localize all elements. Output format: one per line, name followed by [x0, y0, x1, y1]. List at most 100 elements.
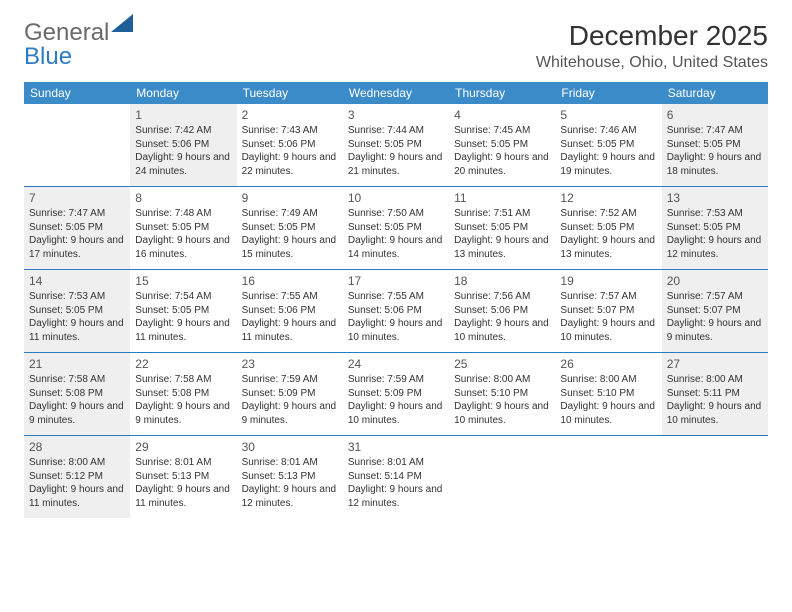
day-cell	[449, 436, 555, 518]
daylight-text: Daylight: 9 hours and 10 minutes.	[454, 400, 550, 427]
day-number: 20	[667, 273, 763, 289]
day-cell: 30Sunrise: 8:01 AMSunset: 5:13 PMDayligh…	[237, 436, 343, 518]
weekday-header: Thursday	[449, 82, 555, 104]
sunrise-text: Sunrise: 7:58 AM	[29, 373, 125, 387]
daylight-text: Daylight: 9 hours and 13 minutes.	[560, 234, 656, 261]
daylight-text: Daylight: 9 hours and 10 minutes.	[560, 400, 656, 427]
day-cell	[24, 104, 130, 186]
daylight-text: Daylight: 9 hours and 11 minutes.	[29, 317, 125, 344]
sunset-text: Sunset: 5:13 PM	[135, 470, 231, 484]
sunrise-text: Sunrise: 7:43 AM	[242, 124, 338, 138]
logo: General Blue	[24, 20, 135, 69]
sunrise-text: Sunrise: 8:01 AM	[135, 456, 231, 470]
sunrise-text: Sunrise: 7:47 AM	[667, 124, 763, 138]
day-number: 18	[454, 273, 550, 289]
sunrise-text: Sunrise: 7:48 AM	[135, 207, 231, 221]
title-block: December 2025 Whitehouse, Ohio, United S…	[536, 20, 768, 72]
sunrise-text: Sunrise: 7:58 AM	[135, 373, 231, 387]
sunrise-text: Sunrise: 7:59 AM	[348, 373, 444, 387]
sunset-text: Sunset: 5:05 PM	[667, 221, 763, 235]
sunset-text: Sunset: 5:10 PM	[454, 387, 550, 401]
day-number: 2	[242, 107, 338, 123]
day-cell: 22Sunrise: 7:58 AMSunset: 5:08 PMDayligh…	[130, 353, 236, 435]
daylight-text: Daylight: 9 hours and 16 minutes.	[135, 234, 231, 261]
sunset-text: Sunset: 5:05 PM	[454, 138, 550, 152]
sunrise-text: Sunrise: 7:57 AM	[560, 290, 656, 304]
sunrise-text: Sunrise: 7:42 AM	[135, 124, 231, 138]
day-cell: 4Sunrise: 7:45 AMSunset: 5:05 PMDaylight…	[449, 104, 555, 186]
sunset-text: Sunset: 5:12 PM	[29, 470, 125, 484]
daylight-text: Daylight: 9 hours and 11 minutes.	[29, 483, 125, 510]
day-cell: 20Sunrise: 7:57 AMSunset: 5:07 PMDayligh…	[662, 270, 768, 352]
day-cell: 29Sunrise: 8:01 AMSunset: 5:13 PMDayligh…	[130, 436, 236, 518]
day-cell: 28Sunrise: 8:00 AMSunset: 5:12 PMDayligh…	[24, 436, 130, 518]
daylight-text: Daylight: 9 hours and 9 minutes.	[667, 317, 763, 344]
sunset-text: Sunset: 5:09 PM	[242, 387, 338, 401]
sunrise-text: Sunrise: 8:00 AM	[667, 373, 763, 387]
day-cell: 25Sunrise: 8:00 AMSunset: 5:10 PMDayligh…	[449, 353, 555, 435]
daylight-text: Daylight: 9 hours and 13 minutes.	[454, 234, 550, 261]
month-title: December 2025	[536, 20, 768, 52]
day-number: 12	[560, 190, 656, 206]
weekday-header: Monday	[130, 82, 236, 104]
day-number: 1	[135, 107, 231, 123]
day-number: 23	[242, 356, 338, 372]
sunset-text: Sunset: 5:05 PM	[454, 221, 550, 235]
day-cell: 6Sunrise: 7:47 AMSunset: 5:05 PMDaylight…	[662, 104, 768, 186]
daylight-text: Daylight: 9 hours and 9 minutes.	[135, 400, 231, 427]
sunset-text: Sunset: 5:05 PM	[667, 138, 763, 152]
location: Whitehouse, Ohio, United States	[536, 54, 768, 72]
day-number: 7	[29, 190, 125, 206]
daylight-text: Daylight: 9 hours and 17 minutes.	[29, 234, 125, 261]
logo-sail-icon	[111, 14, 135, 34]
sunrise-text: Sunrise: 7:50 AM	[348, 207, 444, 221]
sunrise-text: Sunrise: 7:53 AM	[667, 207, 763, 221]
sunset-text: Sunset: 5:05 PM	[29, 221, 125, 235]
day-number: 26	[560, 356, 656, 372]
day-number: 3	[348, 107, 444, 123]
sunrise-text: Sunrise: 7:45 AM	[454, 124, 550, 138]
sunset-text: Sunset: 5:05 PM	[560, 138, 656, 152]
weekday-header: Friday	[555, 82, 661, 104]
daylight-text: Daylight: 9 hours and 11 minutes.	[242, 317, 338, 344]
daylight-text: Daylight: 9 hours and 10 minutes.	[348, 317, 444, 344]
sunrise-text: Sunrise: 8:00 AM	[29, 456, 125, 470]
sunrise-text: Sunrise: 7:55 AM	[242, 290, 338, 304]
daylight-text: Daylight: 9 hours and 10 minutes.	[348, 400, 444, 427]
sunset-text: Sunset: 5:08 PM	[135, 387, 231, 401]
sunrise-text: Sunrise: 7:52 AM	[560, 207, 656, 221]
day-cell: 31Sunrise: 8:01 AMSunset: 5:14 PMDayligh…	[343, 436, 449, 518]
day-number: 9	[242, 190, 338, 206]
day-cell: 21Sunrise: 7:58 AMSunset: 5:08 PMDayligh…	[24, 353, 130, 435]
sunrise-text: Sunrise: 8:00 AM	[454, 373, 550, 387]
daylight-text: Daylight: 9 hours and 12 minutes.	[348, 483, 444, 510]
sunrise-text: Sunrise: 7:53 AM	[29, 290, 125, 304]
sunrise-text: Sunrise: 7:59 AM	[242, 373, 338, 387]
logo-text-general: General	[24, 19, 109, 46]
sunrise-text: Sunrise: 7:47 AM	[29, 207, 125, 221]
sunset-text: Sunset: 5:07 PM	[667, 304, 763, 318]
day-cell: 24Sunrise: 7:59 AMSunset: 5:09 PMDayligh…	[343, 353, 449, 435]
sunrise-text: Sunrise: 7:56 AM	[454, 290, 550, 304]
logo-text-blue: Blue	[24, 43, 72, 70]
sunset-text: Sunset: 5:13 PM	[242, 470, 338, 484]
day-cell: 18Sunrise: 7:56 AMSunset: 5:06 PMDayligh…	[449, 270, 555, 352]
day-cell: 11Sunrise: 7:51 AMSunset: 5:05 PMDayligh…	[449, 187, 555, 269]
sunset-text: Sunset: 5:09 PM	[348, 387, 444, 401]
daylight-text: Daylight: 9 hours and 9 minutes.	[242, 400, 338, 427]
day-cell: 12Sunrise: 7:52 AMSunset: 5:05 PMDayligh…	[555, 187, 661, 269]
weekday-header: Wednesday	[343, 82, 449, 104]
daylight-text: Daylight: 9 hours and 12 minutes.	[242, 483, 338, 510]
daylight-text: Daylight: 9 hours and 19 minutes.	[560, 151, 656, 178]
day-number: 24	[348, 356, 444, 372]
sunrise-text: Sunrise: 8:01 AM	[242, 456, 338, 470]
daylight-text: Daylight: 9 hours and 20 minutes.	[454, 151, 550, 178]
day-cell	[555, 436, 661, 518]
day-cell: 23Sunrise: 7:59 AMSunset: 5:09 PMDayligh…	[237, 353, 343, 435]
day-cell: 9Sunrise: 7:49 AMSunset: 5:05 PMDaylight…	[237, 187, 343, 269]
day-number: 28	[29, 439, 125, 455]
day-cell: 14Sunrise: 7:53 AMSunset: 5:05 PMDayligh…	[24, 270, 130, 352]
sunset-text: Sunset: 5:05 PM	[135, 304, 231, 318]
daylight-text: Daylight: 9 hours and 10 minutes.	[560, 317, 656, 344]
calendar: SundayMondayTuesdayWednesdayThursdayFrid…	[24, 82, 768, 518]
